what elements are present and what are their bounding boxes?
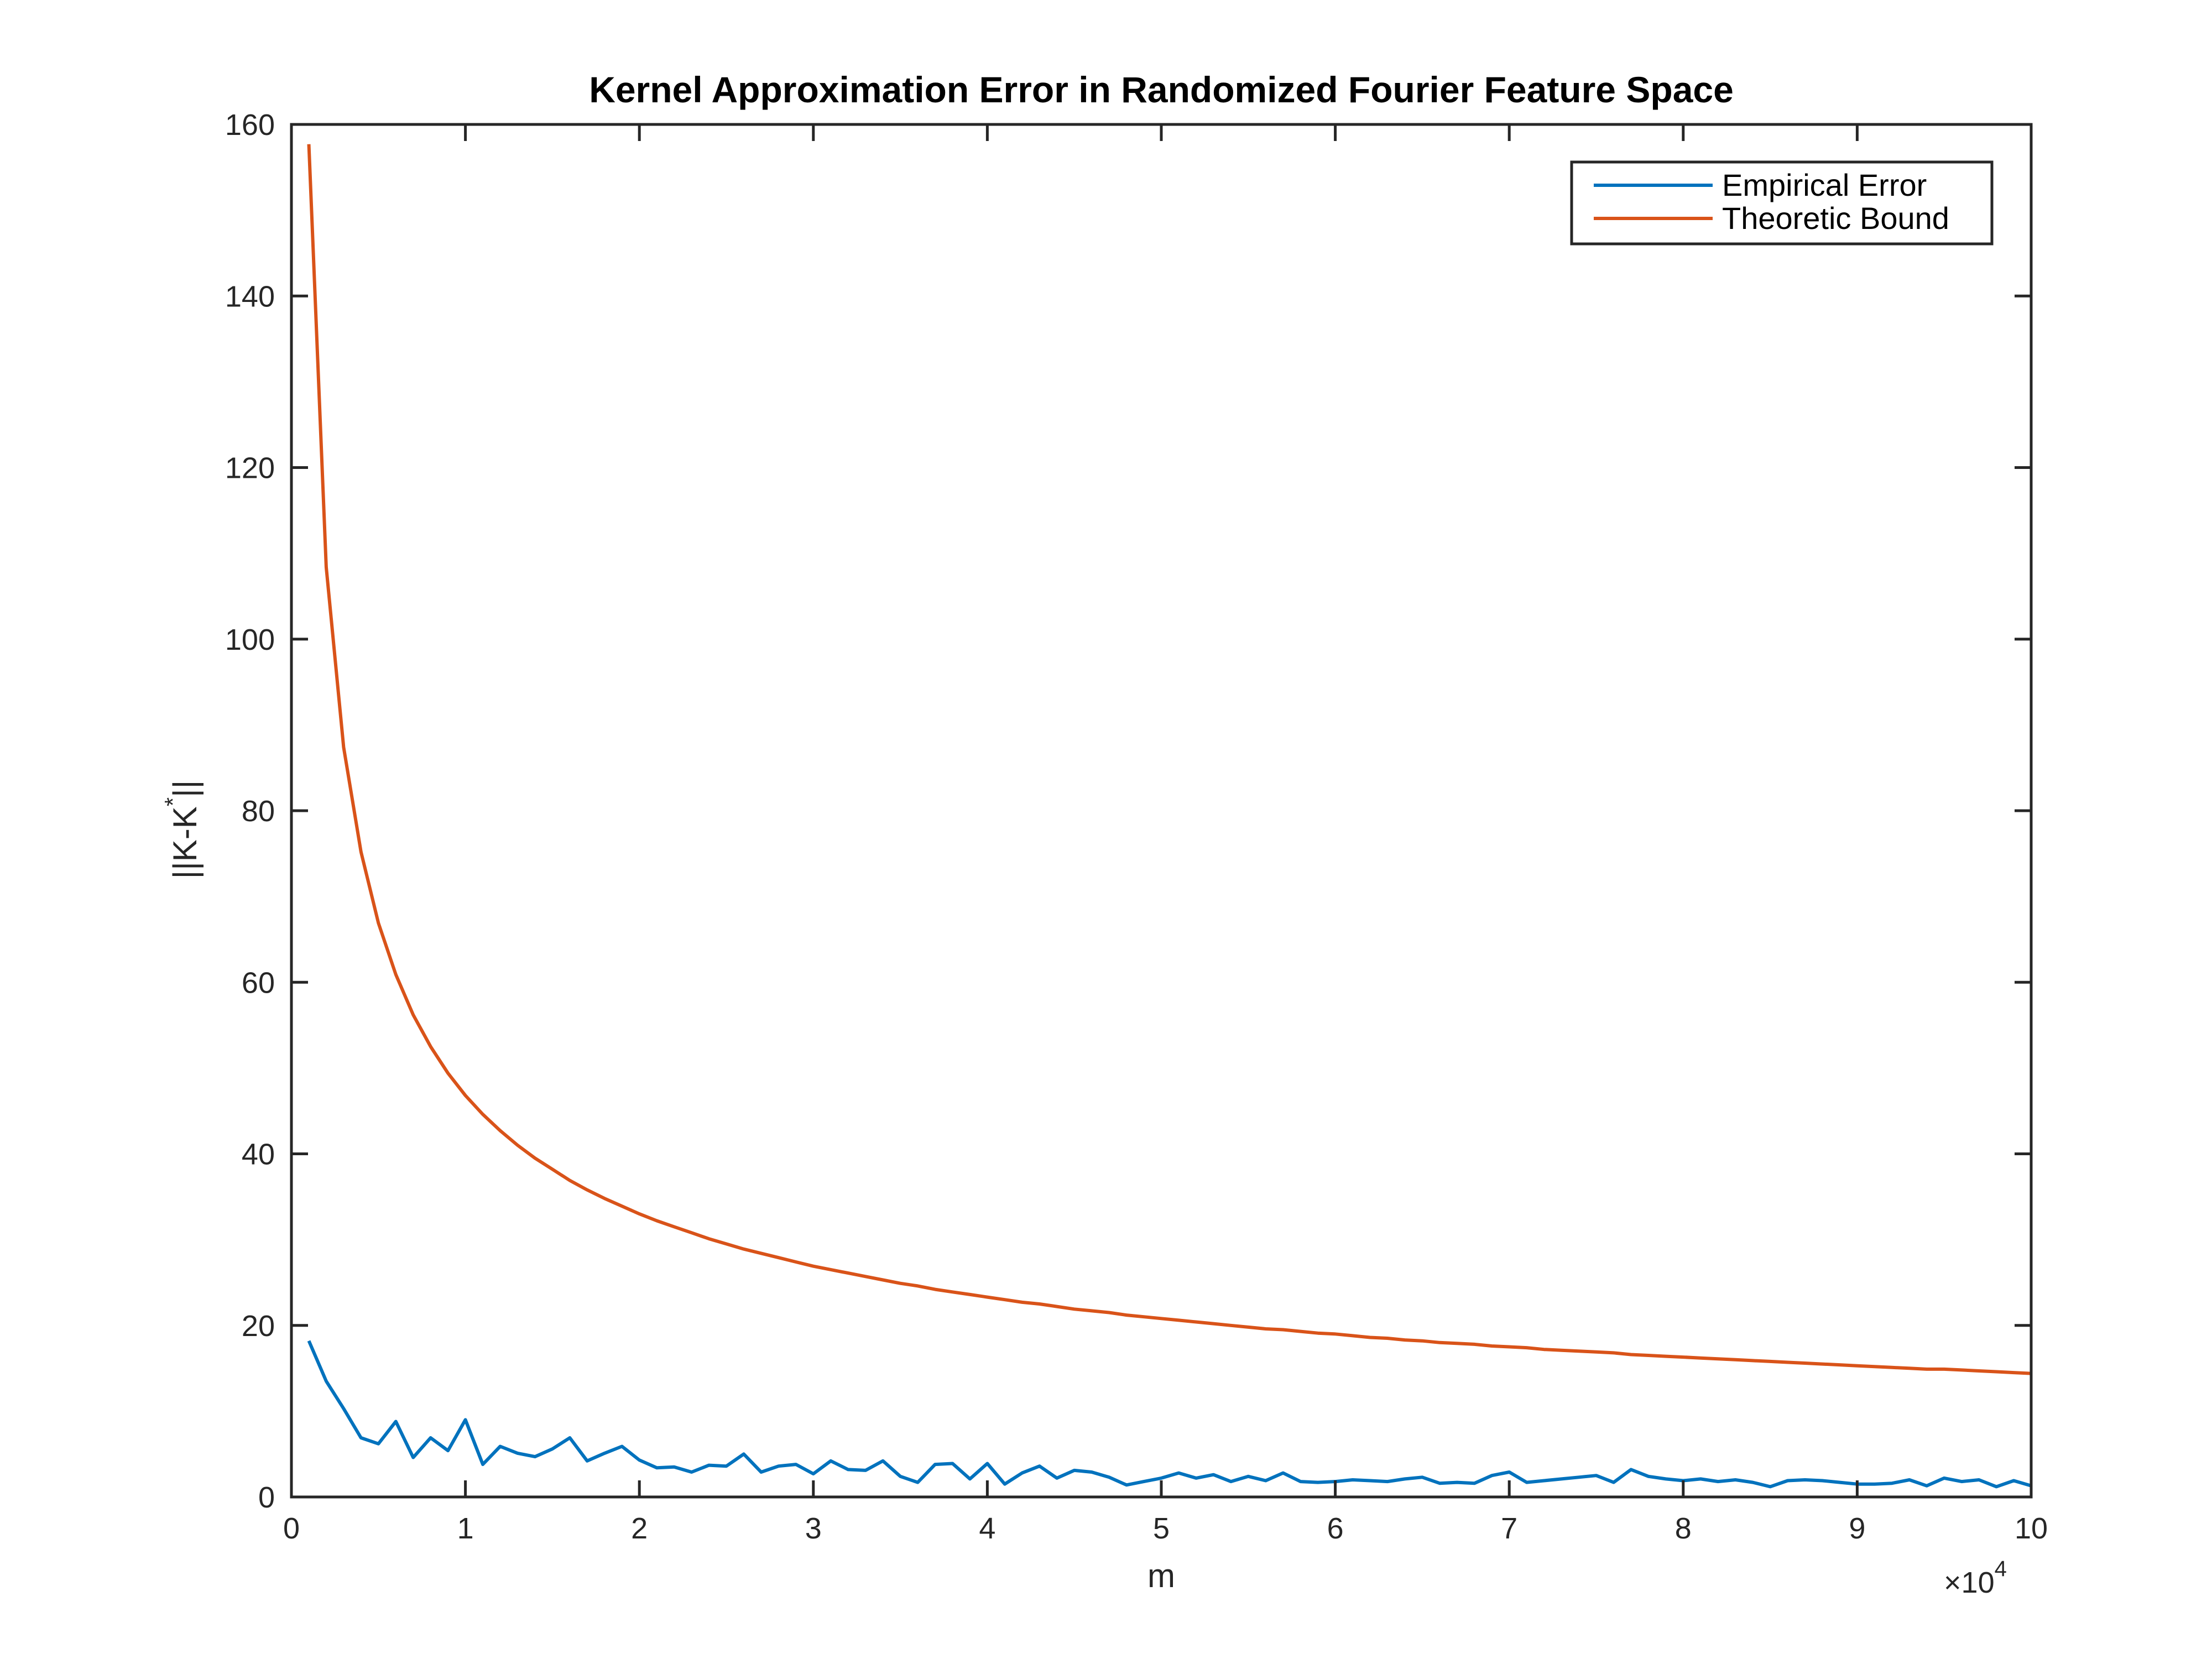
x-tick-label: 4: [979, 1512, 995, 1545]
legend-label: Theoretic Bound: [1722, 201, 1949, 236]
y-axis-label-main: ||K-K: [166, 806, 204, 879]
y-tick-label: 120: [225, 452, 275, 485]
y-tick-label: 100: [225, 623, 275, 656]
x-axis-label: m: [1147, 1557, 1175, 1594]
y-tick-label: 80: [242, 795, 275, 828]
y-axis-label: ||K-K*||: [160, 780, 204, 879]
x-tick-label: 6: [1327, 1512, 1344, 1545]
x-tick-label: 0: [283, 1512, 300, 1545]
x-tick-label: 3: [805, 1512, 822, 1545]
x-axis-multiplier-base: ×10: [1944, 1566, 1995, 1599]
x-tick-label: 9: [1849, 1512, 1865, 1545]
x-tick-label: 7: [1501, 1512, 1517, 1545]
y-tick-label: 160: [225, 108, 275, 142]
y-tick-label: 20: [242, 1310, 275, 1343]
legend-box: [1570, 160, 1994, 246]
series-layer: [307, 144, 2032, 1489]
x-tick-label: 10: [2015, 1512, 2048, 1545]
svg-text:||K-K*||: ||K-K*||: [160, 780, 204, 879]
x-tick-label: 1: [457, 1512, 474, 1545]
y-tick-label: 40: [242, 1138, 275, 1171]
y-axis-label-end: ||: [166, 780, 204, 797]
x-axis-multiplier: ×104: [1944, 1557, 2007, 1599]
y-tick-label: 140: [225, 280, 275, 313]
y-tick-label: 0: [258, 1481, 275, 1514]
plot-frame: [290, 123, 2033, 1499]
x-tick-label: 5: [1153, 1512, 1170, 1545]
chart-title: Kernel Approximation Error in Randomized…: [589, 69, 1734, 110]
x-tick-label: 2: [631, 1512, 648, 1545]
x-axis-multiplier-exponent: 4: [1995, 1557, 2007, 1581]
x-tick-label: 8: [1675, 1512, 1692, 1545]
y-tick-label: 60: [242, 966, 275, 999]
legend-label: Empirical Error: [1722, 168, 1927, 202]
y-axis-label-superscript: *: [160, 797, 186, 806]
series-line-theoretic-bound: [307, 144, 2032, 1375]
series-line-empirical-error: [307, 1340, 2032, 1489]
